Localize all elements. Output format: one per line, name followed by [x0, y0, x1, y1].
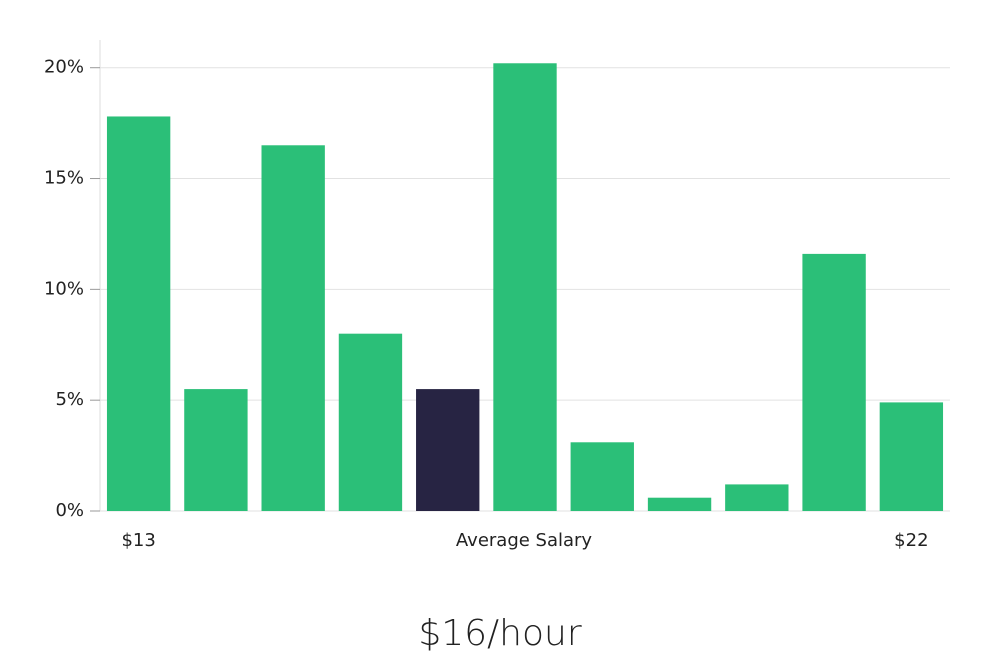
- y-tick-label: 20%: [44, 57, 84, 78]
- x-tick-label: $22: [894, 530, 928, 551]
- bar: [802, 253, 866, 511]
- bar: [879, 402, 944, 511]
- bar: [725, 484, 789, 511]
- bar: [106, 116, 171, 512]
- y-tick-label: 0%: [55, 500, 84, 521]
- bar: [416, 389, 480, 511]
- bar: [493, 63, 557, 511]
- y-tick-label: 15%: [44, 168, 84, 189]
- y-tick-label: 10%: [44, 278, 84, 299]
- bar: [570, 442, 634, 511]
- x-tick-label: $13: [121, 530, 155, 551]
- caption: $16/hour: [418, 613, 582, 654]
- y-tick-label: 5%: [55, 389, 84, 410]
- bar: [261, 145, 325, 511]
- bar: [338, 333, 403, 511]
- x-axis-label: Average Salary: [456, 530, 593, 551]
- bar: [647, 497, 712, 511]
- bar: [184, 389, 248, 511]
